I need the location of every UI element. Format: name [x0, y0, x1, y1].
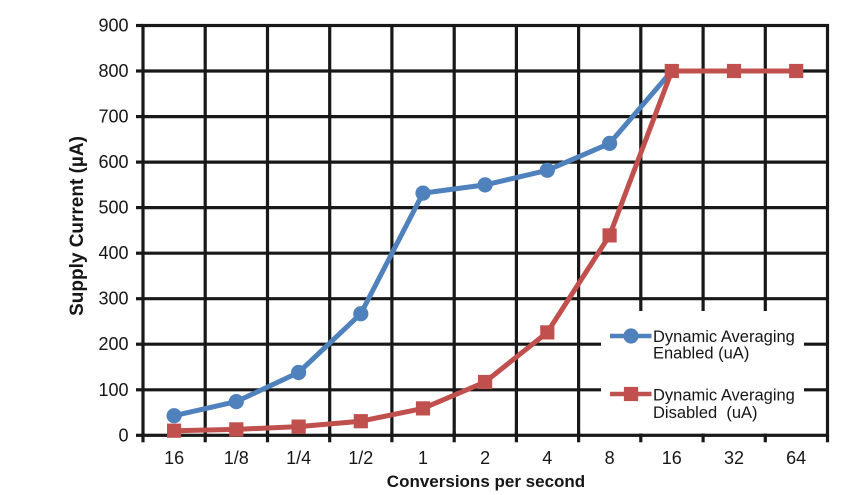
svg-text:200: 200	[98, 334, 128, 354]
svg-text:8: 8	[605, 448, 615, 468]
svg-text:16: 16	[662, 448, 682, 468]
svg-text:100: 100	[98, 380, 128, 400]
svg-text:400: 400	[98, 243, 128, 263]
svg-text:1/8: 1/8	[224, 448, 249, 468]
svg-text:1/2: 1/2	[348, 448, 373, 468]
svg-text:32: 32	[724, 448, 744, 468]
svg-text:Dynamic Averaging: Dynamic Averaging	[653, 328, 795, 346]
svg-text:Enabled (uA): Enabled (uA)	[653, 345, 749, 363]
svg-text:Supply Current (µA): Supply Current (µA)	[67, 136, 88, 316]
svg-text:1: 1	[418, 448, 428, 468]
svg-text:700: 700	[98, 107, 128, 127]
svg-text:Dynamic Averaging: Dynamic Averaging	[653, 387, 795, 405]
svg-text:1/4: 1/4	[286, 448, 311, 468]
svg-text:900: 900	[98, 16, 128, 36]
svg-text:16: 16	[164, 448, 184, 468]
svg-text:4: 4	[542, 448, 552, 468]
svg-text:600: 600	[98, 152, 128, 172]
svg-text:Conversions per second: Conversions per second	[387, 472, 585, 491]
svg-text:64: 64	[786, 448, 806, 468]
svg-text:500: 500	[98, 198, 128, 218]
svg-text:300: 300	[98, 289, 128, 309]
svg-text:800: 800	[98, 61, 128, 81]
svg-text:0: 0	[118, 425, 128, 445]
svg-text:Disabled (uA): Disabled (uA)	[653, 404, 758, 422]
svg-text:2: 2	[480, 448, 490, 468]
